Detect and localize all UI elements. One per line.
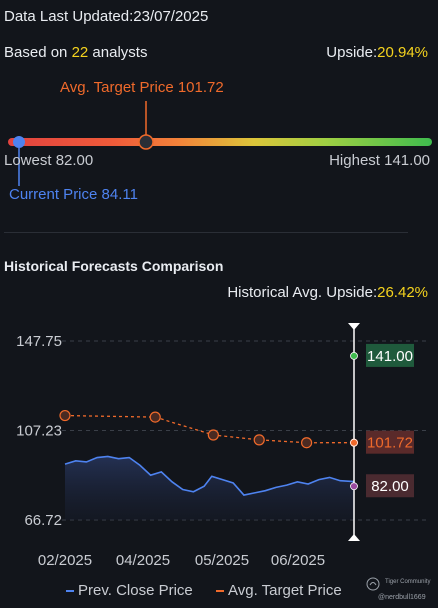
avg-target-line (64, 414, 355, 444)
close-price-line (64, 455, 355, 496)
lowest-label: Lowest 82.00 (4, 152, 94, 169)
tiger-logo-icon (366, 577, 380, 591)
watermark-brand: Tiger Community (385, 579, 431, 585)
avg-target-label: Avg. Target Price 101.72 (60, 79, 224, 96)
current-price-label: Current Price 84.11 (9, 186, 138, 203)
avg-target-point (253, 434, 265, 446)
y-tick-label: 147.75 (16, 333, 62, 350)
legend-orange-dash (216, 590, 224, 593)
upside-value: 20.94% (377, 44, 428, 61)
upside-label: Upside: (326, 44, 378, 61)
x-tick-label: 05/2025 (195, 552, 249, 569)
range-cursor-bottom-arrow (348, 534, 360, 541)
upside: Upside:20.94% (326, 44, 428, 61)
avg-target-point (300, 437, 313, 449)
analyst-count: 22 (71, 44, 89, 61)
range-cursor-top-arrow (348, 323, 360, 330)
end-marker-badge (366, 474, 414, 498)
history-title: Historical Forecasts Comparison (4, 258, 224, 274)
gauge-markers (13, 101, 154, 186)
legend-prev-close-label: Prev. Close Price (78, 582, 193, 599)
avg-target-point (207, 429, 219, 441)
last-updated: Data Last Updated:23/07/2025 (4, 8, 208, 25)
avg-target-point (59, 409, 71, 422)
end-marker-dot (350, 438, 358, 447)
end-marker-badge (366, 343, 414, 367)
analyst-count-text: Based on 22 analysts (4, 44, 147, 61)
divider (4, 232, 408, 233)
end-marker-label: 101.72 (367, 435, 413, 452)
legend-avg-target-label: Avg. Target Price (228, 582, 342, 599)
highest-label: Highest 141.00 (329, 152, 430, 169)
x-tick-label: 02/2025 (38, 552, 92, 569)
watermark-user: @nerdbull1669 (378, 594, 426, 601)
historical-avg-upside: Historical Avg. Upside:26.42% (227, 284, 428, 301)
last-updated-value: 23/07/2025 (133, 8, 209, 25)
y-tick-label: 107.23 (16, 423, 62, 440)
end-marker-label: 82.00 (371, 478, 409, 495)
end-marker-badge (366, 430, 414, 454)
end-marker-label: 141.00 (367, 348, 413, 365)
watermark: Tiger Community @nerdbull1669 (366, 577, 436, 605)
x-tick-label: 06/2025 (271, 552, 325, 569)
legend-blue-dash (66, 590, 74, 593)
x-tick-label: 04/2025 (116, 552, 170, 569)
y-tick-label: 66.72 (24, 512, 62, 529)
close-price-area (65, 456, 354, 520)
last-updated-label: Data Last Updated: (4, 8, 134, 25)
legend-avg-target: Avg. Target Price (216, 582, 342, 599)
based-on-suffix: analysts (88, 44, 148, 61)
avg-target-point (149, 411, 161, 423)
target-range-gauge (8, 138, 432, 146)
based-on-prefix: Based on (4, 44, 72, 61)
avg-target-marker (138, 134, 154, 150)
end-marker-dot (350, 482, 358, 491)
end-marker-dot (350, 352, 358, 360)
legend-prev-close: Prev. Close Price (66, 582, 193, 599)
hist-upside-label: Historical Avg. Upside: (227, 284, 378, 301)
current-price-marker (13, 136, 25, 148)
hist-upside-value: 26.42% (377, 284, 428, 301)
